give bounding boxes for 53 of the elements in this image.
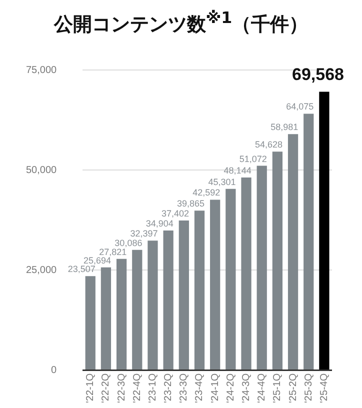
bar [210, 200, 220, 370]
y-tick-label: 25,000 [26, 264, 58, 276]
bar [319, 92, 330, 370]
bar [288, 134, 298, 370]
data-label: 42,592 [192, 188, 220, 198]
bar [194, 210, 205, 370]
data-label: 39,865 [177, 198, 205, 209]
data-label: 32,397 [130, 228, 158, 239]
bar [241, 178, 252, 370]
data-label: 58,981 [270, 122, 298, 132]
bar [178, 220, 189, 370]
x-tick-label: '24-1Q [210, 373, 221, 403]
data-label: 30,086 [114, 238, 142, 248]
bar [85, 276, 96, 370]
data-label: 51,072 [239, 154, 267, 164]
bar [148, 240, 158, 370]
x-tick-label: '22-1Q [85, 373, 96, 403]
chart-title: 公開コンテンツ数$^{※1}$（千件） [52, 7, 310, 38]
data-label: 27,821 [99, 246, 127, 257]
data-label: 64,075 [286, 102, 314, 112]
bar [226, 188, 236, 370]
x-tick-label: '23-2Q [163, 373, 174, 403]
x-tick-label: '25-3Q [303, 373, 314, 403]
data-label: 34,904 [146, 218, 174, 229]
x-tick-label: '25-2Q [288, 373, 299, 403]
data-label: 45,301 [208, 176, 236, 187]
data-label: 25,694 [84, 255, 112, 266]
x-tick-label: '23-4Q [194, 373, 206, 403]
x-tick-label: '23-1Q [147, 373, 158, 403]
x-tick-label: '25-4Q [318, 373, 330, 403]
x-tick-label: '24-2Q [225, 373, 236, 403]
data-label: 37,402 [161, 208, 189, 219]
x-tick-label: '24-3Q [241, 373, 252, 403]
x-tick-label: '22-4Q [132, 373, 143, 403]
data-label: 69,568 [292, 64, 344, 84]
x-tick-label: '23-3Q [178, 373, 190, 403]
data-label: 48,144 [224, 166, 252, 176]
bar [132, 250, 142, 370]
bar [304, 114, 314, 370]
x-tick-label: '25-1Q [272, 373, 284, 403]
x-tick-label: '24-4Q [256, 373, 268, 403]
x-tick-label: '22-2Q [100, 373, 112, 403]
bar [163, 230, 174, 370]
bar [272, 152, 283, 370]
y-tick-label: 75,000 [26, 64, 58, 76]
bar [100, 267, 112, 370]
bar [256, 166, 267, 370]
y-tick-label: 50,000 [26, 164, 58, 176]
x-tick-label: '22-3Q [116, 373, 128, 403]
data-label: 23,507 [68, 264, 96, 274]
y-tick-label: 0 [51, 365, 58, 376]
bar [116, 258, 127, 370]
data-label: 54,628 [254, 140, 283, 150]
